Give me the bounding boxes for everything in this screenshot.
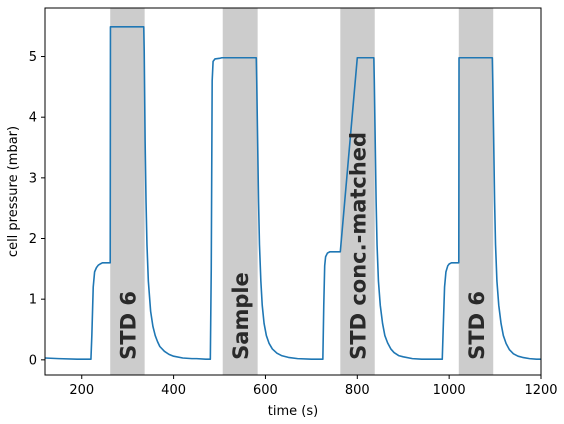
y-tick-label: 4 [29, 111, 37, 126]
x-tick-label: 200 [69, 383, 94, 398]
series-layer [44, 25, 541, 361]
band-layer [110, 8, 494, 375]
band-label: STD conc.-matched [347, 132, 371, 360]
pressure-line [44, 25, 541, 361]
y-tick-label: 5 [29, 50, 37, 65]
plot-frame [44, 7, 542, 376]
y-tick-label: 0 [29, 353, 37, 368]
y-axis-ticks: 0 1 2 3 4 5 [29, 50, 45, 368]
y-tick-label: 1 [29, 293, 37, 308]
x-axis-ticks: 200 400 600 800 1000 1200 [69, 375, 558, 398]
band-label: STD 6 [465, 291, 489, 360]
shaded-band [222, 8, 258, 375]
x-tick-label: 1000 [433, 383, 466, 398]
band-label-layer: STD 6 Sample STD conc.-matched STD 6 [116, 132, 489, 360]
x-tick-label: 800 [345, 383, 370, 398]
band-label: Sample [229, 272, 253, 360]
y-tick-label: 2 [29, 232, 37, 247]
band-label: STD 6 [116, 291, 140, 360]
x-tick-label: 600 [253, 383, 278, 398]
x-tick-label: 400 [161, 383, 186, 398]
shaded-band [458, 8, 494, 375]
y-axis-label: cell pressure (mbar) [6, 126, 21, 257]
shaded-band [110, 8, 145, 375]
x-axis-label: time (s) [268, 404, 318, 419]
y-tick-label: 3 [29, 171, 37, 186]
x-tick-label: 1200 [524, 383, 557, 398]
